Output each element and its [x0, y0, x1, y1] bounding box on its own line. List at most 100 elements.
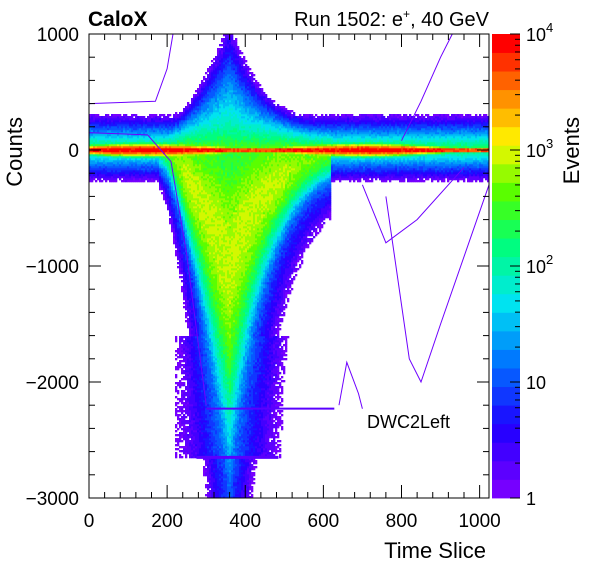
heatmap-cell	[139, 160, 142, 163]
heatmap-cell	[203, 90, 206, 93]
heatmap-cell	[207, 78, 210, 81]
heatmap-cell	[199, 448, 202, 451]
heatmap-cell	[115, 136, 118, 139]
heatmap-cell	[133, 160, 136, 163]
heatmap-cell	[145, 130, 148, 133]
heatmap-cell	[201, 280, 204, 283]
heatmap-cell	[171, 214, 174, 217]
heatmap-cell	[207, 372, 210, 375]
heatmap-cell	[209, 146, 212, 149]
heatmap-cell	[157, 144, 160, 147]
heatmap-cell	[193, 188, 196, 191]
heatmap-cell	[171, 172, 174, 175]
heatmap-cell	[213, 458, 216, 461]
heatmap-cell	[131, 126, 134, 129]
heatmap-cell	[193, 356, 196, 359]
heatmap-cell	[179, 354, 182, 357]
heatmap-cell	[175, 226, 178, 229]
heatmap-cell	[197, 96, 200, 99]
heatmap-cell	[213, 254, 216, 257]
heatmap-cell	[119, 126, 122, 129]
heatmap-cell	[123, 174, 126, 177]
heatmap-cell	[211, 152, 214, 155]
heatmap-cell	[165, 122, 168, 125]
heatmap-cell	[177, 246, 180, 249]
heatmap-cell	[173, 184, 176, 187]
heatmap-cell	[179, 138, 182, 141]
heatmap-cell	[185, 150, 188, 153]
heatmap-cell	[115, 142, 118, 145]
heatmap-cell	[189, 402, 192, 405]
heatmap-cell	[113, 138, 116, 141]
heatmap-cell	[209, 444, 212, 447]
heatmap-cell	[203, 200, 206, 203]
heatmap-cell	[211, 286, 214, 289]
heatmap-cell	[173, 192, 176, 195]
heatmap-cell	[169, 132, 172, 135]
heatmap-cell	[191, 236, 194, 239]
heatmap-cell	[169, 142, 172, 145]
heatmap-cell	[171, 208, 174, 211]
heatmap-cell	[195, 198, 198, 201]
heatmap-cell	[179, 252, 182, 255]
heatmap-cell	[131, 162, 134, 165]
heatmap-cell	[177, 174, 180, 177]
heatmap-cell	[179, 158, 182, 161]
heatmap-cell	[167, 158, 170, 161]
heatmap-cell	[151, 180, 154, 183]
heatmap-cell	[213, 328, 216, 331]
heatmap-cell	[209, 472, 212, 475]
heatmap-cell	[209, 286, 212, 289]
heatmap-cell	[213, 160, 216, 163]
heatmap-cell	[211, 410, 214, 413]
heatmap-cell	[193, 324, 196, 327]
heatmap-cell	[213, 424, 216, 427]
heatmap-cell	[201, 184, 204, 187]
heatmap-cell	[199, 132, 202, 135]
heatmap-cell	[201, 388, 204, 391]
heatmap-cell	[207, 172, 210, 175]
heatmap-cell	[195, 356, 198, 359]
heatmap-cell	[209, 126, 212, 129]
heatmap-cell	[97, 124, 100, 127]
heatmap-cell	[185, 296, 188, 299]
heatmap-cell	[167, 178, 170, 181]
heatmap-cell	[199, 370, 202, 373]
heatmap-cell	[133, 152, 136, 155]
heatmap-cell	[189, 408, 192, 411]
heatmap-cell	[199, 146, 202, 149]
heatmap-cell	[141, 162, 144, 165]
heatmap-cell	[93, 138, 96, 141]
heatmap-cell	[179, 220, 182, 223]
heatmap-cell	[187, 422, 190, 425]
heatmap-cell	[209, 100, 212, 103]
heatmap-cell	[183, 426, 186, 429]
heatmap-cell	[185, 336, 188, 339]
heatmap-cell	[131, 172, 134, 175]
heatmap-cell	[209, 110, 212, 113]
heatmap-cell	[179, 166, 182, 169]
heatmap-cell	[187, 282, 190, 285]
heatmap-cell	[183, 446, 186, 449]
heatmap-cell	[209, 400, 212, 403]
heatmap-cell	[205, 368, 208, 371]
heatmap-cell	[129, 152, 132, 155]
heatmap-cell	[191, 400, 194, 403]
heatmap-cell	[193, 164, 196, 167]
heatmap-cell	[199, 128, 202, 131]
heatmap-cell	[173, 234, 176, 237]
heatmap-cell	[195, 294, 198, 297]
heatmap-cell	[195, 408, 198, 411]
heatmap-cell	[201, 264, 204, 267]
heatmap-cell	[203, 262, 206, 265]
heatmap-cell	[187, 304, 190, 307]
heatmap-cell	[213, 432, 216, 435]
heatmap-cell	[199, 258, 202, 261]
heatmap-cell	[205, 144, 208, 147]
heatmap-cell	[95, 168, 98, 171]
heatmap-cell	[205, 102, 208, 105]
heatmap-cell	[187, 176, 190, 179]
heatmap-cell	[209, 268, 212, 271]
heatmap-cell	[201, 254, 204, 257]
heatmap-cell	[119, 118, 122, 121]
